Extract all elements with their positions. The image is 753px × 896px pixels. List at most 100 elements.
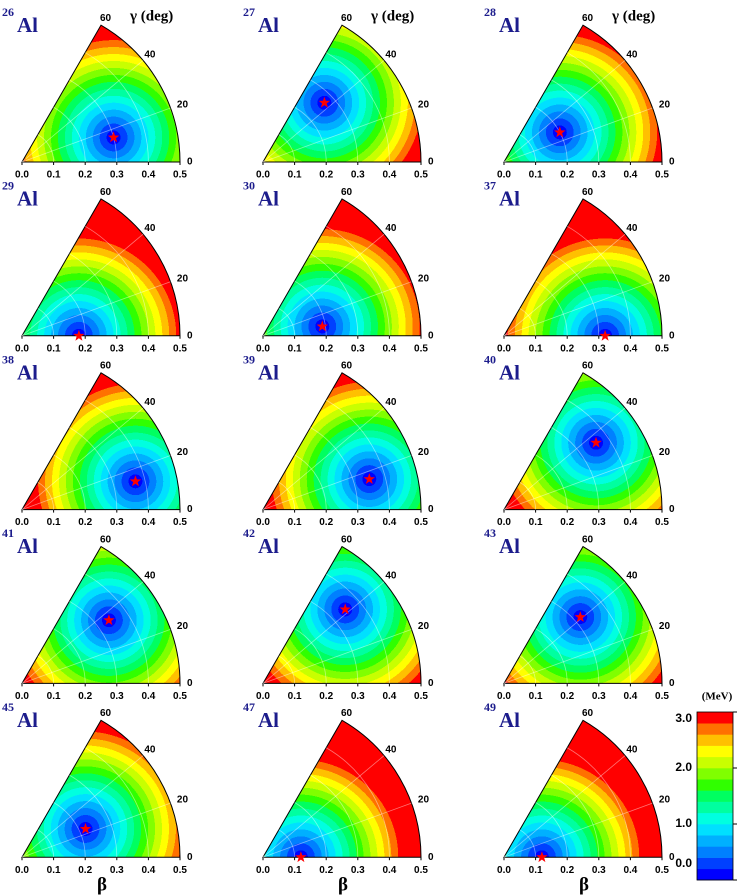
x-tick-label: 0.5	[173, 865, 187, 876]
x-tick-label: 0.4	[382, 170, 396, 181]
x-axis-label: β	[338, 875, 348, 896]
x-tick-label: 0.3	[110, 865, 124, 876]
x-tick-label: 0.3	[592, 865, 606, 876]
grid-radial	[503, 581, 626, 684]
grid-radial	[503, 60, 626, 163]
energy-surface	[21, 24, 181, 163]
grid-radial	[262, 407, 385, 510]
y-tick-label: 40	[626, 744, 638, 755]
y-tick-label: 40	[144, 744, 156, 755]
grid-radial	[262, 628, 412, 684]
panel-title: Al	[499, 13, 520, 37]
grid-arc	[69, 253, 118, 336]
grid-arc	[278, 829, 295, 858]
x-tick-label: 0.0	[256, 343, 270, 354]
y-tick-label: 60	[100, 708, 112, 719]
x-tick-label: 0.2	[78, 170, 92, 181]
grid-radial	[21, 233, 144, 337]
energy-surface	[262, 719, 422, 858]
x-tick-label: 0.2	[560, 865, 574, 876]
grid-arc	[53, 280, 86, 336]
x-tick-label: 0.1	[529, 691, 543, 702]
x-tick-label: 0.2	[319, 170, 333, 181]
x-tick-label: 0.0	[256, 691, 270, 702]
energy-surface	[262, 372, 422, 511]
x-axis-label: β	[97, 875, 107, 896]
panel-mass: 42	[243, 526, 255, 540]
grid-arc	[325, 225, 390, 336]
grid-arc	[294, 106, 327, 163]
y-tick-label: 60	[582, 13, 594, 24]
minimum-star	[599, 329, 611, 341]
panel-title: Al	[499, 187, 520, 211]
panel-title: Al	[258, 708, 279, 732]
energy-surface	[262, 545, 422, 684]
grid-arc	[278, 655, 295, 684]
grid-arc	[53, 802, 86, 858]
minimum-star	[103, 614, 115, 626]
x-tick-label: 0.1	[47, 865, 61, 876]
x-tick-label: 0.3	[351, 865, 365, 876]
grid-radial	[503, 281, 653, 337]
y-tick-label: 0	[428, 330, 434, 341]
x-tick-label: 0.4	[141, 170, 155, 181]
y-tick-label: 60	[582, 708, 594, 719]
x-tick-label: 0.3	[592, 517, 606, 528]
energy-surface	[21, 545, 181, 684]
colorbar-tick-label: 0.0	[675, 856, 692, 870]
colorbar-band	[697, 857, 733, 870]
x-tick-label: 0.3	[351, 170, 365, 181]
x-tick-label: 0.0	[15, 343, 29, 354]
y-tick-label: 20	[659, 621, 671, 632]
panel-mass: 40	[484, 352, 496, 366]
energy-surface	[262, 198, 422, 337]
grid-radial	[503, 107, 653, 163]
colorbar-band	[697, 846, 733, 858]
grid-arc	[551, 79, 600, 163]
colorbar-tick-label: 1.0	[675, 816, 692, 830]
y-tick-label: 0	[428, 852, 434, 863]
x-tick-label: 0.2	[78, 517, 92, 528]
y-tick-label: 0	[187, 852, 193, 863]
x-tick-label: 0.3	[592, 343, 606, 354]
x-tick-label: 0.0	[497, 517, 511, 528]
grid-arc	[566, 747, 631, 858]
y-tick-label: 0	[428, 678, 434, 689]
colorbar-tick-label: 2.0	[675, 760, 692, 774]
x-tick-label: 0.5	[655, 865, 669, 876]
panel-title: Al	[17, 708, 38, 732]
y-tick-label: 40	[144, 397, 156, 408]
grid-radial	[21, 755, 144, 858]
energy-surface	[21, 372, 181, 511]
x-tick-label: 0.2	[319, 691, 333, 702]
grid-arc	[53, 628, 86, 684]
grid-radial	[503, 755, 626, 858]
colorbar-tick-label: 3.0	[675, 711, 692, 725]
x-tick-label: 0.3	[592, 170, 606, 181]
panel-mass: 27	[243, 5, 255, 19]
x-tick-label: 0.3	[351, 343, 365, 354]
grid-radial	[262, 455, 412, 510]
x-tick-label: 0.3	[351, 691, 365, 702]
y-tick-label: 20	[659, 795, 671, 806]
panel-title: Al	[17, 534, 38, 558]
x-tick-label: 0.0	[497, 865, 511, 876]
grid-radial	[21, 455, 171, 510]
panel-title: Al	[17, 13, 38, 37]
x-tick-label: 0.4	[141, 517, 155, 528]
panel-title: Al	[258, 13, 279, 37]
x-tick-label: 0.5	[655, 691, 669, 702]
x-tick-label: 0.0	[15, 691, 29, 702]
y-axis-label: γ (deg)	[370, 8, 414, 24]
x-tick-label: 0.3	[110, 343, 124, 354]
grid-arc	[278, 481, 295, 510]
x-tick-label: 0.5	[655, 170, 669, 181]
grid-arc	[84, 747, 149, 858]
y-tick-label: 40	[385, 744, 397, 755]
grid-arc	[84, 225, 149, 336]
minimum-star	[295, 851, 307, 863]
grid-arc	[53, 454, 86, 510]
grid-arc	[519, 655, 536, 684]
grid-arc	[69, 774, 118, 858]
y-tick-label: 20	[659, 100, 671, 111]
